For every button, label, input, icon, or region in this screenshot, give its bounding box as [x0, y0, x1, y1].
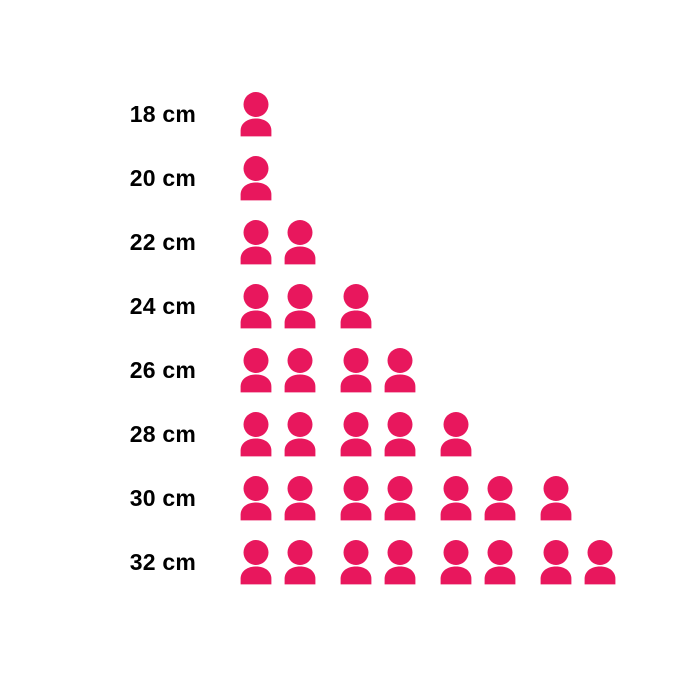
row-label: 32 cm [129, 548, 196, 575]
row-icons [240, 91, 272, 137]
icon-group [540, 476, 572, 521]
person-icon [284, 476, 316, 521]
pictogram-row: 32 cm [0, 530, 700, 594]
icon-group [340, 284, 372, 329]
row-label: 20 cm [129, 164, 196, 191]
person-icon [340, 348, 372, 393]
pictogram-row: 18 cm [0, 82, 700, 146]
row-icons [240, 283, 372, 329]
person-icon [440, 412, 472, 457]
person-icon [240, 348, 272, 393]
pictogram-row: 20 cm [0, 146, 700, 210]
person-icon [384, 476, 416, 521]
icon-group [340, 476, 416, 521]
row-icons [240, 539, 616, 585]
pictogram-row-list: 18 cm 20 cm 22 cm 24 cm 26 cm 28 cm 30 cm 32 cm [0, 82, 700, 594]
icon-group [240, 220, 316, 265]
pictogram-row: 28 cm [0, 402, 700, 466]
row-icons [240, 411, 472, 457]
person-icon [384, 412, 416, 457]
person-icon [240, 220, 272, 265]
pictogram-row: 26 cm [0, 338, 700, 402]
icon-group [240, 540, 316, 585]
row-label: 18 cm [129, 100, 196, 127]
person-icon [340, 284, 372, 329]
person-icon [284, 540, 316, 585]
row-label: 24 cm [129, 292, 196, 319]
person-icon [284, 348, 316, 393]
icon-group [440, 412, 472, 457]
person-icon [540, 540, 572, 585]
icon-group [340, 348, 416, 393]
icon-group [440, 540, 516, 585]
icon-group [340, 412, 416, 457]
person-icon [484, 476, 516, 521]
pictogram-row: 22 cm [0, 210, 700, 274]
person-icon [284, 284, 316, 329]
person-icon [240, 476, 272, 521]
person-icon [384, 348, 416, 393]
person-icon [240, 284, 272, 329]
row-icons [240, 219, 316, 265]
icon-group [240, 412, 316, 457]
icon-group [240, 284, 316, 329]
row-icons [240, 347, 416, 393]
icon-group [440, 476, 516, 521]
row-icons [240, 155, 272, 201]
person-icon [240, 540, 272, 585]
icon-group [240, 156, 272, 201]
person-icon [484, 540, 516, 585]
icon-group [540, 540, 616, 585]
row-label: 28 cm [129, 420, 196, 447]
person-icon [440, 476, 472, 521]
person-icon [384, 540, 416, 585]
icon-group [340, 540, 416, 585]
row-icons [240, 475, 572, 521]
icon-group [240, 92, 272, 137]
person-icon [584, 540, 616, 585]
person-icon [240, 156, 272, 201]
person-icon [284, 412, 316, 457]
pictogram-row: 24 cm [0, 274, 700, 338]
pictogram-row: 30 cm [0, 466, 700, 530]
person-icon [340, 412, 372, 457]
icon-group [240, 476, 316, 521]
person-icon [440, 540, 472, 585]
person-icon [240, 92, 272, 137]
row-label: 22 cm [129, 228, 196, 255]
person-icon [284, 220, 316, 265]
icon-group [240, 348, 316, 393]
row-label: 26 cm [129, 356, 196, 383]
person-icon [340, 540, 372, 585]
person-icon [540, 476, 572, 521]
person-icon [340, 476, 372, 521]
person-icon [240, 412, 272, 457]
row-label: 30 cm [129, 484, 196, 511]
